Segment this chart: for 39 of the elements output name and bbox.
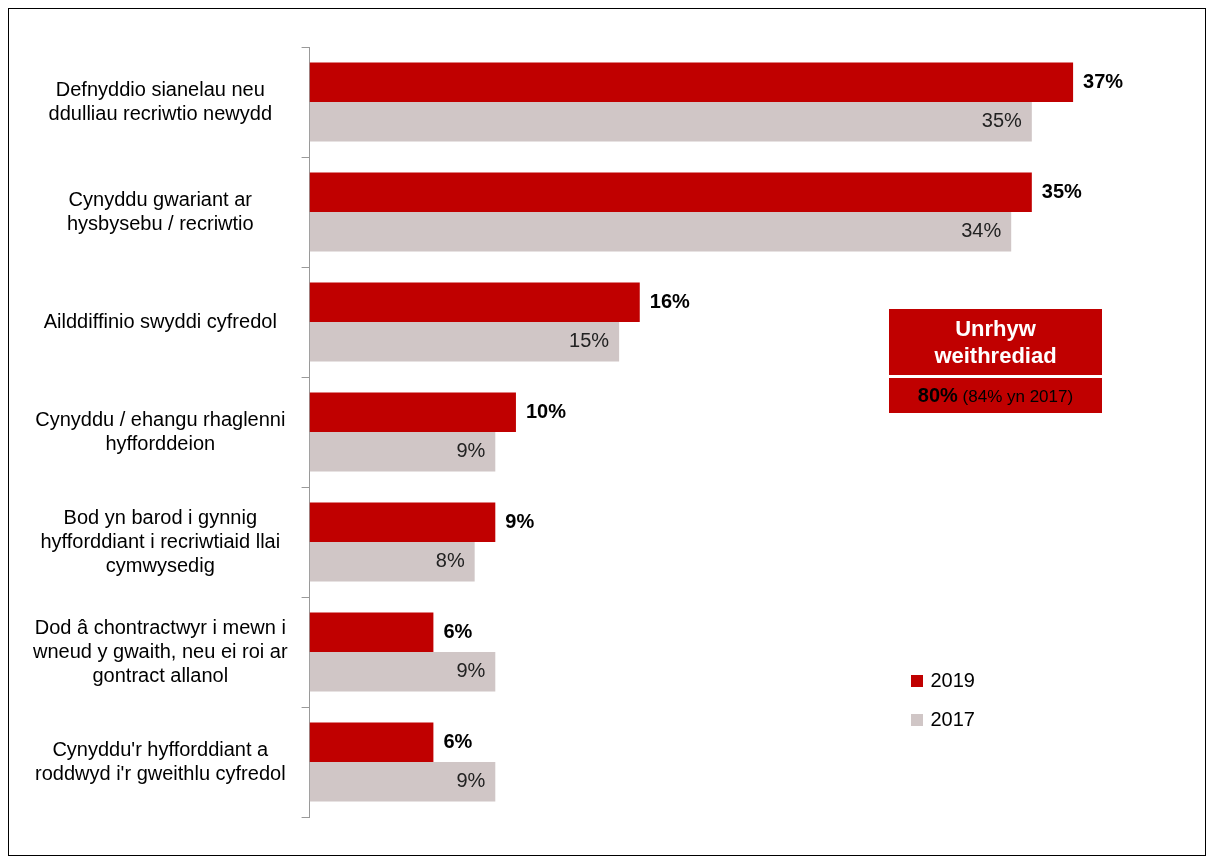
- y-tick-label: Dod â chontractwyr i mewn i wneud y gwaith, neu ei roi ar gontract allanol: [32, 615, 288, 686]
- data-label: 10%: [525, 399, 567, 422]
- data-label: 6%: [443, 619, 473, 642]
- bar: [309, 722, 434, 762]
- data-label: 8%: [435, 549, 465, 572]
- legend-label: 2019: [930, 669, 975, 692]
- data-label: 9%: [456, 769, 486, 792]
- data-label: 35%: [1041, 179, 1083, 202]
- bar: [309, 212, 1012, 252]
- bar: [309, 322, 620, 362]
- data-label: 15%: [569, 329, 610, 352]
- bar: [309, 652, 496, 692]
- bar: [309, 282, 640, 322]
- bar: [309, 102, 1032, 142]
- bar: [309, 432, 496, 472]
- bar: [309, 502, 496, 542]
- y-tick-label: Ailddiffinio swyddi cyfredol: [43, 309, 277, 332]
- y-tick-label: Cynyddu / ehangu rhaglenni hyfforddeion: [35, 407, 286, 454]
- y-tick-label: Cynyddu'r hyfforddiant a roddwyd i'r gweithlu cyfredol: [34, 737, 286, 784]
- annotation: 80% (84% yn 2017): [889, 378, 1102, 413]
- data-label: 9%: [505, 509, 535, 532]
- data-label: 34%: [961, 219, 1002, 242]
- annotation: Unrhyw weithrediad: [889, 309, 1102, 375]
- bar: [309, 612, 434, 652]
- y-tick-label: Defnyddio sianelau neu ddulliau recriwtio newydd: [48, 77, 273, 124]
- data-label: 37%: [1083, 69, 1124, 92]
- bar: [309, 392, 516, 432]
- data-label: 16%: [649, 289, 690, 312]
- data-label: 9%: [456, 439, 486, 462]
- bar: [309, 62, 1074, 102]
- y-tick-label: Cynyddu gwariant ar hysbysebu / recriwtio: [66, 187, 254, 234]
- data-label: 6%: [443, 729, 473, 752]
- bar: [309, 762, 496, 802]
- legend-label: 2017: [930, 708, 975, 731]
- y-tick-label: Bod yn barod i gynnig hyfforddiant i recriwtiaid llai cymwysedig: [40, 505, 281, 576]
- data-label: 35%: [981, 109, 1023, 132]
- data-label: 9%: [456, 659, 486, 682]
- bar: [309, 542, 475, 582]
- bar: [309, 172, 1032, 212]
